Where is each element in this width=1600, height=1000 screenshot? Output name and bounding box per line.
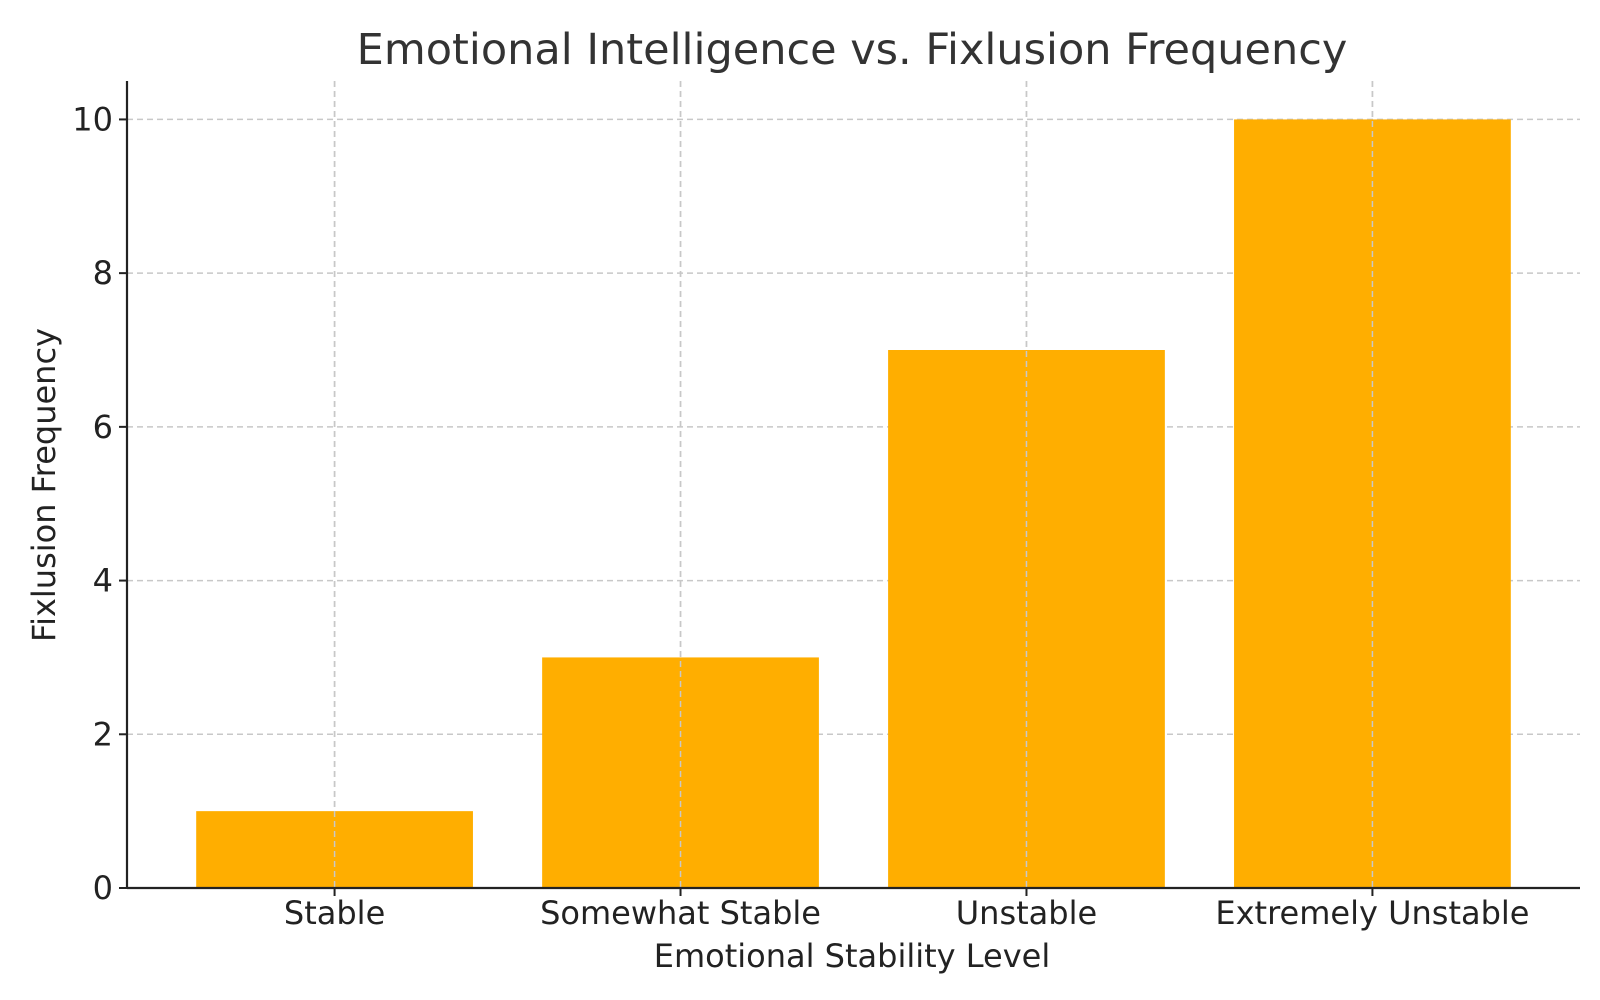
y-tick-label: 4 (93, 562, 113, 600)
x-axis-label: Emotional Stability Level (654, 937, 1051, 975)
tick-layer: 0 2 4 6 8 10 Stable Somewhat Stable Unstable Extr… (72, 100, 1529, 932)
x-tick-label: Unstable (956, 894, 1097, 932)
y-tick-label: 0 (93, 869, 113, 907)
x-tick-label: Extremely Unstable (1215, 894, 1529, 932)
y-tick-label: 6 (93, 408, 113, 446)
y-tick-label: 2 (93, 715, 113, 753)
y-tick-label: 10 (72, 100, 113, 138)
x-tick-label: Stable (284, 894, 385, 932)
y-tick-label: 8 (93, 254, 113, 292)
bar-layer (196, 119, 1511, 888)
axis-layer (125, 81, 1580, 890)
y-axis-label: Fixlusion Frequency (25, 328, 63, 642)
chart-title: Emotional Intelligence vs. Fixlusion Fre… (357, 25, 1348, 75)
x-tick-label: Somewhat Stable (540, 894, 821, 932)
bar-unstable (888, 350, 1165, 888)
